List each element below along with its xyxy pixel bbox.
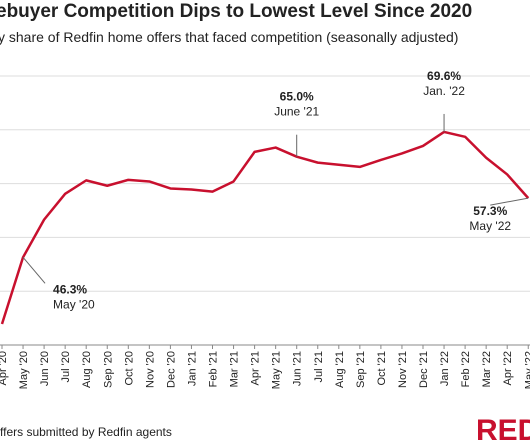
- annotation-leader: [490, 197, 529, 206]
- x-tick-label: Aug '20: [81, 351, 93, 388]
- x-tick-label: Oct '21: [376, 351, 388, 386]
- x-tick-label: Jul '20: [60, 351, 72, 382]
- data-label: 69.6%: [427, 69, 461, 83]
- chart-subtitle: y share of Redfin home offers that faced…: [0, 29, 458, 45]
- annotation-date: May '22: [469, 219, 511, 233]
- annotation-date: Jan. '22: [423, 84, 465, 98]
- x-tick-label: Dec '21: [418, 351, 430, 388]
- chart-title: ebuyer Competition Dips to Lowest Level …: [0, 1, 472, 22]
- data-label: 65.0%: [280, 90, 314, 104]
- data-label: 57.3%: [473, 204, 507, 218]
- x-tick-label: May '22: [523, 351, 530, 389]
- line: [0, 130, 530, 325]
- x-tick-label: May '20: [18, 351, 30, 389]
- x-tick-label: Oct '20: [123, 351, 135, 386]
- x-tick-label: Sep '20: [102, 351, 114, 388]
- x-tick-label: Jun '20: [39, 351, 51, 386]
- annotation-date: May '20: [53, 297, 95, 311]
- x-tick-label: Aug '21: [334, 351, 346, 388]
- source: ffers submitted by Redfin agents: [0, 425, 172, 439]
- x-tick-label: Nov '20: [144, 351, 156, 388]
- x-tick-label: Sep '21: [355, 351, 367, 388]
- x-tick-label: Jul '21: [313, 351, 325, 382]
- x-tick-label: Dec '20: [165, 351, 177, 388]
- x-tick-label: Jan '22: [439, 351, 451, 386]
- annotation-leader: [22, 256, 46, 284]
- x-tick-label: Feb '22: [460, 351, 472, 387]
- x-tick-label: Mar '22: [481, 351, 493, 387]
- logo: REDF: [476, 414, 530, 442]
- x-tick-label: May '21: [271, 351, 283, 389]
- data-label: 46.3%: [53, 282, 87, 296]
- x-tick-label: Feb '21: [208, 351, 220, 387]
- x-tick-label: Apr '22: [502, 351, 514, 386]
- x-tick-label: Jan '21: [186, 351, 198, 386]
- x-tick-label: Jun '21: [292, 351, 304, 386]
- x-tick-label: Mar '21: [229, 351, 241, 387]
- x-tick-label: Apr '21: [250, 351, 262, 386]
- x-tick-label: Apr '20: [0, 351, 9, 386]
- x-tick-label: Nov '21: [397, 351, 409, 388]
- annotation-date: June '21: [274, 105, 319, 119]
